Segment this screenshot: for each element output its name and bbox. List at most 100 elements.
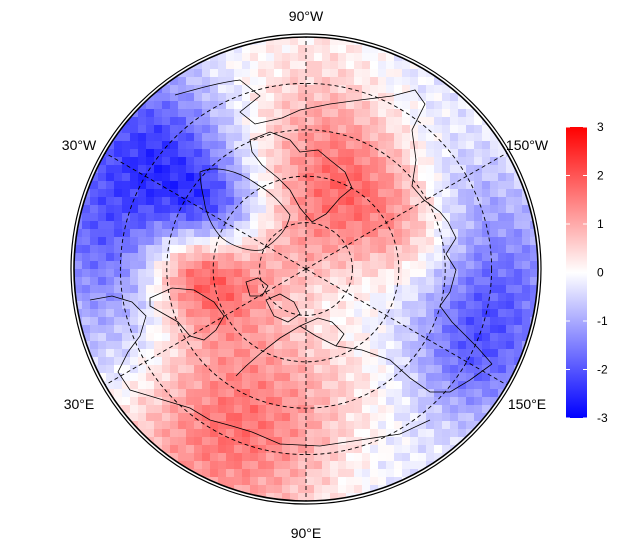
field-cell [234,365,243,374]
field-cell [178,269,187,278]
field-cell [522,245,531,254]
field-cell [434,157,443,166]
field-cell [202,253,211,262]
field-cell [434,405,443,414]
field-cell [98,165,107,174]
field-cell [410,397,419,406]
field-cell [458,389,467,398]
field-cell [362,189,371,198]
field-cell [338,141,347,150]
field-cell [154,101,163,110]
field-cell [202,197,211,206]
field-cell [410,421,419,430]
field-cell [106,197,115,206]
field-cell [386,293,395,302]
field-cell [370,133,379,142]
field-cell [426,157,435,166]
field-cell [530,301,538,310]
field-cell [98,213,107,222]
field-cell [306,85,315,94]
field-cell [434,389,443,398]
field-cell [450,309,459,318]
field-cell [442,349,451,358]
field-cell [266,365,275,374]
field-cell [426,333,435,342]
field-cell [282,349,291,358]
field-cell [210,109,219,118]
field-cell [170,221,179,230]
field-cell [258,333,267,342]
field-cell [442,133,451,142]
field-cell [242,413,251,422]
field-cell [314,381,323,390]
field-cell [306,333,315,342]
field-cell [426,301,435,310]
field-cell [338,269,347,278]
field-cell [426,109,435,118]
field-cell [274,429,283,438]
field-cell [114,357,123,366]
field-cell [322,285,331,294]
field-cell [266,237,275,246]
field-cell [82,261,91,270]
field-cell [498,197,507,206]
field-cell [258,301,267,310]
field-cell [402,381,411,390]
field-cell [314,85,323,94]
field-cell [338,493,347,501]
field-cell [450,117,459,126]
field-cell [282,325,291,334]
field-cell [106,381,115,390]
field-cell [394,221,403,230]
field-cell [210,373,219,382]
field-cell [274,205,283,214]
field-cell [306,93,315,102]
field-cell [234,253,243,262]
field-cell [378,173,387,182]
field-cell [458,421,467,430]
field-cell [354,421,363,430]
field-cell [450,157,459,166]
field-cell [418,429,427,438]
field-cell [362,413,371,422]
field-cell [210,101,219,110]
field-cell [418,285,427,294]
field-cell [122,389,131,398]
field-cell [402,205,411,214]
field-cell [258,245,267,254]
field-cell [250,261,259,270]
field-cell [274,453,283,462]
field-cell [178,61,187,70]
field-cell [290,461,299,470]
field-cell [410,69,419,78]
field-cell [274,69,283,78]
field-cell [314,373,323,382]
field-cell [98,373,107,382]
field-cell [114,293,123,302]
field-cell [450,277,459,286]
field-cell [146,245,155,254]
field-cell [314,261,323,270]
field-cell [258,397,267,406]
field-cell [402,341,411,350]
field-cell [458,381,467,390]
field-cell [290,485,299,494]
label-upper-left-longitude: 30°W [62,137,97,153]
field-cell [410,77,419,86]
field-cell [426,365,435,374]
field-cell [514,189,523,198]
field-cell [74,285,83,294]
field-cell [274,341,283,350]
field-cell [402,445,411,454]
field-cell [314,117,323,126]
field-cell [234,277,243,286]
field-cell [298,341,307,350]
field-cell [106,181,115,190]
field-cell [250,149,259,158]
field-cell [322,77,331,86]
field-cell [386,157,395,166]
field-cell [218,237,227,246]
field-cell [226,205,235,214]
field-cell [410,93,419,102]
field-cell [146,125,155,134]
